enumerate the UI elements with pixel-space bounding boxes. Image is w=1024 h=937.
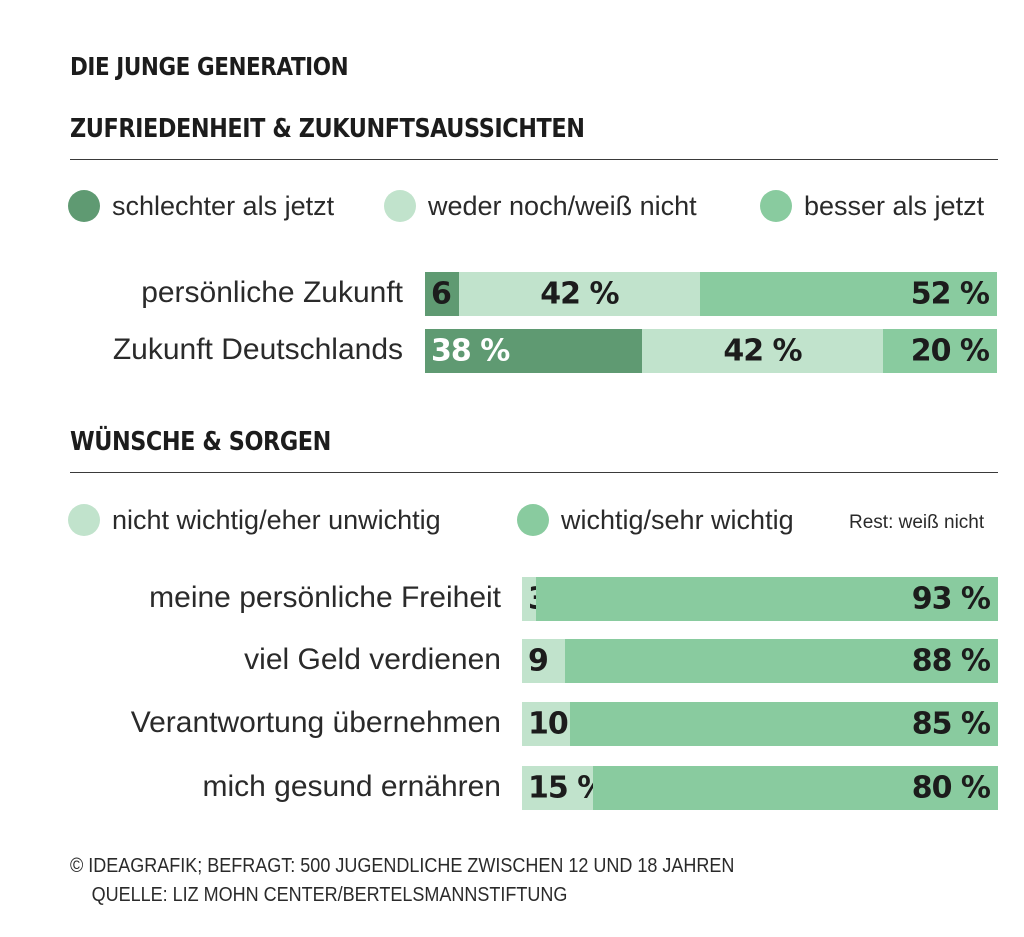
data-label: 80 % (911, 770, 991, 806)
row-label: viel Geld verdienen (244, 643, 501, 676)
data-label: 42 % (723, 333, 802, 369)
legend-label: besser als jetzt (804, 190, 985, 221)
bar-segment: 88 % (564, 639, 998, 683)
legend-label: nicht wichtig/eher unwichtig (112, 504, 441, 535)
bar-segment: 20 % (882, 329, 997, 373)
data-label: 93 % (911, 581, 991, 617)
legend-swatch-dark (68, 190, 100, 222)
footer-credit: © IDEAGRAFIK; BEFRAGT: 500 JUGENDLICHE Z… (70, 855, 735, 877)
bar-segment: 10 (522, 702, 570, 746)
legend-swatch-medium (760, 190, 792, 222)
legend-label: wichtig/sehr wichtig (561, 504, 794, 535)
legend-swatch-light (68, 504, 100, 536)
section-title-wuensche: WÜNSCHE & SORGEN (70, 427, 331, 457)
stacked-bar: 38 % 42 % 20 % (425, 329, 997, 373)
data-label: 52 % (910, 276, 990, 312)
row-label: Verantwortung übernehmen (130, 706, 501, 739)
row-label: Zukunft Deutschlands (112, 333, 403, 366)
legend-swatch-light (384, 190, 416, 222)
legend-label: weder noch/weiß nicht (428, 190, 697, 221)
legend-item-nicht-wichtig: nicht wichtig/eher unwichtig (68, 504, 441, 536)
section-divider (70, 159, 998, 160)
stacked-bar: 3 93 % (522, 577, 998, 621)
chart-title: DIE JUNGE GENERATION (70, 52, 349, 81)
bar-segment: 42 % (642, 329, 883, 373)
legend-item-schlechter: schlechter als jetzt (68, 190, 334, 222)
data-label: 88 % (911, 643, 991, 679)
row-label: mich gesund ernähren (202, 770, 501, 803)
bar-segment: 38 % (425, 329, 643, 373)
bar-segment: 15 % (522, 766, 607, 810)
section-divider (70, 472, 998, 473)
data-label: 9 (528, 643, 549, 679)
footer-source-line: QUELLE: LIZ MOHN CENTER/BERTELSMANNSTIFT… (91, 884, 568, 906)
bar-segment: 93 % (536, 577, 998, 621)
section-title-zufriedenheit: ZUFRIEDENHEIT & ZUKUNFTSAUSSICHTEN (70, 114, 585, 144)
data-label: 10 (528, 706, 569, 742)
data-label: 6 (431, 276, 452, 312)
data-label: 85 % (911, 706, 991, 742)
data-label: 42 % (540, 276, 619, 312)
legend-item-weder-noch: weder noch/weiß nicht (384, 190, 697, 222)
bar-segment: 80 % (593, 766, 998, 810)
legend-swatch-medium (517, 504, 549, 536)
stacked-bar: 15 % 80 % (522, 766, 998, 810)
bar-segment: 42 % (459, 272, 700, 316)
bar-segment: 6 (425, 272, 460, 316)
legend-item-wichtig: wichtig/sehr wichtig (517, 504, 794, 536)
rest-note: Rest: weiß nicht (849, 512, 985, 533)
bar-segment: 85 % (569, 702, 998, 746)
stacked-bar: 6 42 % 52 % (425, 272, 997, 316)
row-label: meine persönliche Freiheit (149, 581, 501, 614)
legend-label: schlechter als jetzt (112, 190, 335, 221)
bar-segment: 9 (522, 639, 565, 683)
legend-item-besser: besser als jetzt (760, 190, 984, 222)
bar-segment: 52 % (699, 272, 997, 316)
data-label: 20 % (910, 333, 990, 369)
bar-segment: 3 (522, 577, 549, 621)
data-label: 38 % (431, 333, 510, 369)
stacked-bar: 9 88 % (522, 639, 998, 683)
stacked-bar: 10 85 % (522, 702, 998, 746)
footer-source: © IDEAGRAFIK; BEFRAGT: 500 JUGENDLICHE Z… (70, 852, 734, 910)
row-label: persönliche Zukunft (141, 276, 403, 309)
